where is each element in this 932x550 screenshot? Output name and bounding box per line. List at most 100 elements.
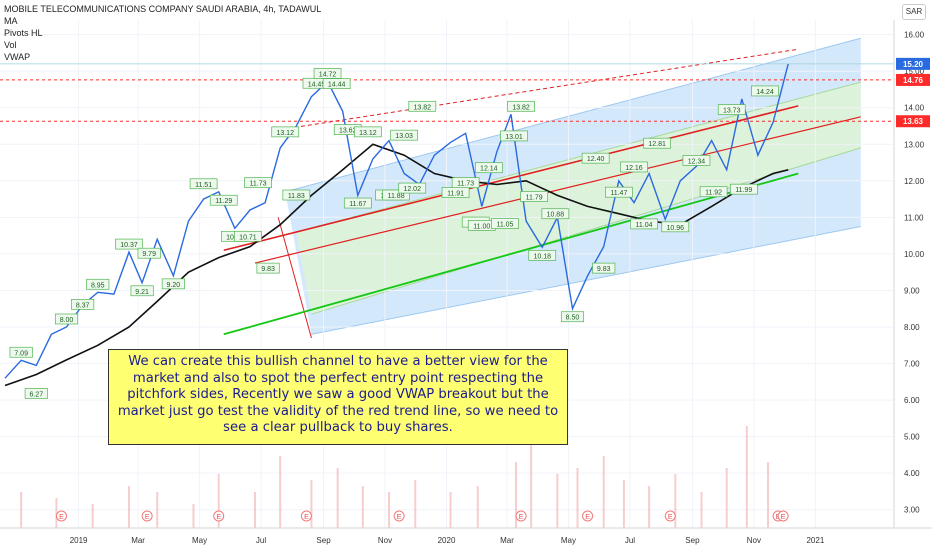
pivot-label-box (751, 85, 779, 97)
pivot-label-box (390, 129, 419, 141)
pivot-label-box (115, 238, 143, 250)
pivot-label-box (643, 137, 671, 149)
pivot-label: 11.88 (388, 193, 405, 200)
pivot-label: 6.27 (29, 391, 43, 398)
pivot-label: 14.45 (308, 81, 326, 88)
pivot-label-box (256, 262, 280, 274)
pivot-label: 11.91 (447, 190, 464, 197)
volume-bar (310, 480, 313, 528)
red-dashed-line (280, 48, 799, 131)
pivot-label-box (354, 126, 382, 138)
pivot-label: 10.37 (120, 242, 138, 249)
pivot-label-box (234, 230, 262, 242)
legend-indicator-vwap[interactable]: VWAP (4, 52, 31, 62)
earnings-marker-label: E (519, 514, 524, 521)
pivot-label-box (474, 162, 503, 174)
earnings-marker-label: E (145, 514, 150, 521)
pivot-label: 12.02 (403, 186, 421, 193)
last-price-tag-label: 15.20 (903, 60, 924, 69)
x-tick-label: Mar (131, 536, 145, 545)
pivot-label: 11.73 (250, 181, 267, 188)
pivot-label: 8.00 (60, 317, 74, 324)
price-level-tag (896, 115, 930, 128)
pivot-label-box (560, 311, 585, 323)
pivot-label: 9.20 (167, 282, 181, 289)
pivot-label-box (682, 155, 711, 166)
volume-bar (217, 474, 220, 528)
pivot-label-box (491, 218, 519, 229)
chart-legend: MOBILE TELECOMMUNICATIONS COMPANY SAUDI … (4, 3, 321, 63)
legend-indicator-vol[interactable]: Vol (4, 40, 17, 50)
x-tick-label: Jul (256, 536, 266, 545)
volume-bar (700, 492, 703, 528)
pivot-label-box (717, 104, 746, 115)
earnings-marker (664, 510, 676, 522)
channel-green-upper-edge (296, 81, 861, 233)
earnings-marker (777, 510, 789, 522)
volume-bar (361, 486, 364, 528)
earnings-marker (141, 510, 153, 522)
volume-bar (476, 486, 479, 528)
pivot-label: 11.51 (195, 182, 212, 189)
pivot-label-box (661, 221, 690, 233)
pivot-label: 14.24 (756, 89, 774, 96)
pivot-label: 9.79 (142, 251, 156, 258)
x-tick-label: Sep (685, 536, 700, 545)
pivot-label: 8.50 (566, 315, 580, 322)
pivot-label-box (592, 262, 616, 274)
volume-bar (745, 426, 748, 528)
legend-indicator-ma[interactable]: MA (4, 16, 18, 26)
pivot-label-box (24, 388, 48, 399)
pivot-label: 12.34 (688, 158, 706, 165)
x-tick-label: 2020 (438, 536, 456, 545)
pivot-label: 8.95 (91, 282, 105, 289)
y-tick-label: 13.00 (904, 140, 925, 149)
pivot-label: 13.62 (339, 128, 357, 135)
pivot-label: 11.67 (349, 201, 366, 208)
volume-bar (414, 480, 417, 528)
pivot-label: 13.01 (505, 134, 523, 141)
volume-bar (767, 462, 770, 528)
volume-bar (253, 492, 256, 528)
volume-bar (156, 492, 159, 528)
price-level-tag-label: 13.63 (903, 117, 924, 126)
pivot-label-box (9, 346, 33, 358)
x-tick-label: Nov (378, 536, 392, 545)
volume-bar (20, 492, 23, 528)
price-line (4, 63, 789, 379)
pivot-label-box (630, 218, 658, 230)
pivot-label-box (699, 186, 728, 198)
pivot-label-box (161, 278, 185, 290)
y-tick-label: 14.00 (904, 104, 925, 113)
pivot-label-box (209, 194, 238, 206)
pivot-label-box (71, 299, 95, 310)
pivot-label: 11.47 (610, 190, 627, 197)
earnings-marker (582, 510, 594, 522)
pivot-label: 10.71 (239, 234, 257, 241)
pivot-label: 9.83 (261, 266, 275, 273)
pivot-label: 12.81 (648, 141, 666, 148)
y-tick-label: 7.00 (904, 360, 920, 369)
pivot-label: 12.14 (480, 166, 498, 173)
pivot-label-box (343, 197, 372, 209)
earnings-marker (55, 510, 67, 522)
earnings-marker (515, 510, 527, 522)
last-price-tag (896, 57, 930, 70)
y-tick-label: 12.00 (904, 177, 925, 186)
pivot-label: 13.12 (359, 130, 377, 137)
y-tick-label: 15.00 (904, 67, 925, 76)
currency-badge[interactable]: SAR (902, 4, 926, 20)
volume-bar (622, 480, 625, 528)
legend-title: MOBILE TELECOMMUNICATIONS COMPANY SAUDI … (4, 4, 322, 14)
volume-bar (602, 456, 605, 528)
pivot-label: 7.09 (14, 350, 28, 357)
pivot-label-box (322, 78, 351, 89)
pivot-label: 9.83 (597, 266, 611, 273)
pivot-label-box (581, 152, 610, 164)
pivot-label: 10.96 (667, 225, 685, 232)
pivot-label-box (500, 130, 528, 142)
earnings-marker-label: E (59, 514, 64, 521)
pivot-label-box (271, 126, 300, 138)
legend-indicator-pivots[interactable]: Pivots HL (4, 28, 43, 38)
